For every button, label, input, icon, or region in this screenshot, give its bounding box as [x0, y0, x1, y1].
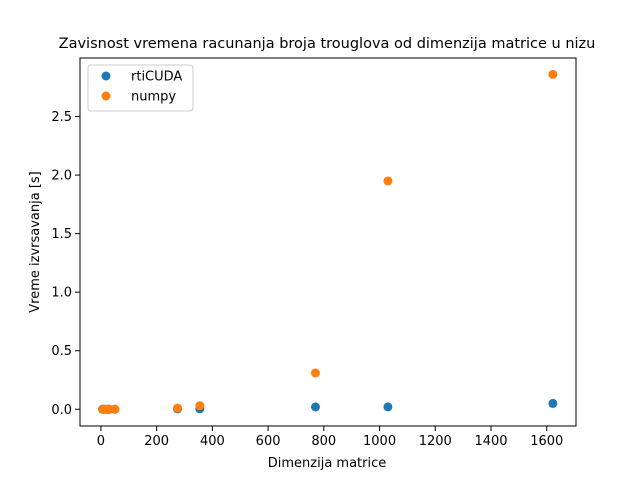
y-tick-label: 1.0 [51, 286, 72, 301]
y-tick-label: 0.0 [51, 403, 72, 418]
data-point-numpy [173, 403, 183, 413]
chart-title: Zavisnost vremena racunanja broja trougl… [59, 36, 596, 52]
x-tick-label: 1400 [474, 434, 507, 449]
axes-frame [79, 57, 577, 427]
legend-marker-numpy [101, 91, 111, 101]
y-tick-label: 0.5 [51, 344, 72, 359]
data-point-rticuda [383, 402, 393, 412]
legend-label-numpy: numpy [131, 90, 176, 105]
x-axis-label: Dimenzija matrice [268, 456, 387, 471]
x-tick-label: 800 [311, 434, 336, 449]
data-point-numpy [195, 401, 205, 411]
y-tick-label: 2.0 [51, 169, 72, 184]
legend-box [87, 64, 194, 112]
data-point-rticuda [310, 402, 320, 412]
data-point-numpy [310, 368, 320, 378]
y-axis-label: Vreme izvrsavanja [s] [28, 171, 43, 312]
x-tick-label: 400 [200, 434, 225, 449]
legend: rtiCUDA numpy [87, 64, 194, 112]
y-tick-label: 2.5 [51, 110, 72, 125]
y-tick-label: 1.5 [51, 227, 72, 242]
data-point-numpy [548, 69, 558, 79]
x-tick-label: 1000 [363, 434, 396, 449]
legend-label-rticuda: rtiCUDA [131, 70, 182, 85]
x-tick-label: 600 [256, 434, 281, 449]
x-tick-label: 0 [97, 434, 105, 449]
series-numpy-group [98, 69, 558, 414]
x-tick-label: 200 [144, 434, 169, 449]
plot-area: 0 200 400 600 800 1000 1200 1400 1600 0.0 0.5 1.0 1.… [51, 57, 577, 449]
data-point-numpy [383, 176, 393, 186]
x-tick-label: 1600 [530, 434, 563, 449]
data-point-rticuda [548, 398, 558, 408]
data-point-numpy [110, 404, 120, 414]
legend-marker-rticuda [101, 71, 111, 81]
x-tick-label: 1200 [419, 434, 452, 449]
